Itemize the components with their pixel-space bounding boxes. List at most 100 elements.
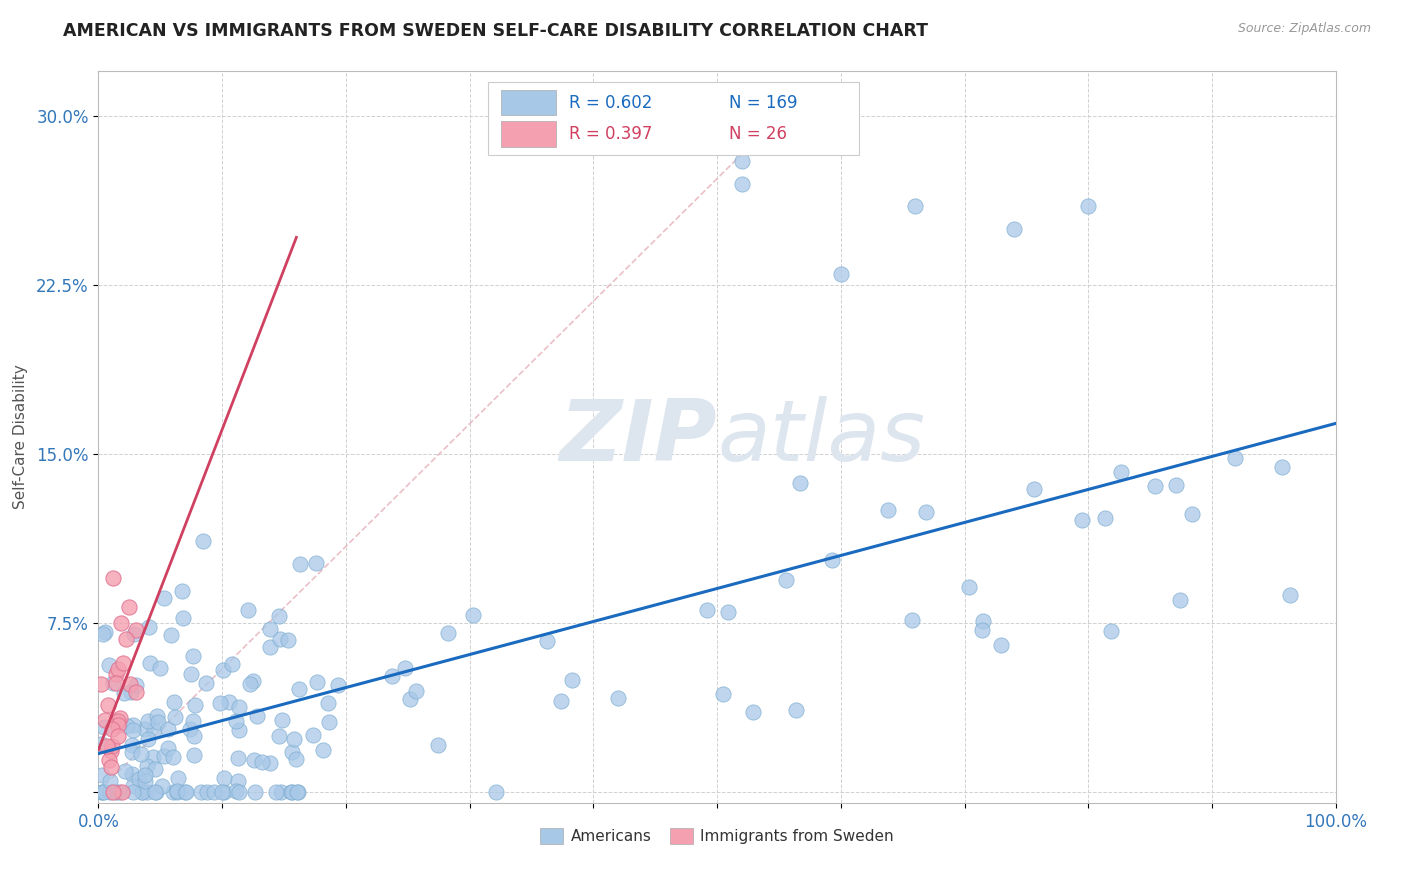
Point bbox=[181, 714, 204, 728]
Point bbox=[212, 784, 235, 798]
Point bbox=[107, 717, 129, 731]
Point bbox=[120, 685, 142, 699]
Point bbox=[107, 714, 129, 729]
Point bbox=[288, 558, 311, 572]
Point bbox=[97, 754, 120, 768]
Point bbox=[179, 722, 201, 736]
Point bbox=[91, 626, 114, 640]
Point bbox=[285, 784, 308, 798]
Point bbox=[242, 674, 264, 689]
Point bbox=[100, 744, 122, 758]
Point bbox=[302, 728, 325, 742]
Point bbox=[150, 779, 173, 793]
Point bbox=[461, 607, 484, 622]
Point bbox=[100, 722, 122, 736]
Point bbox=[904, 199, 927, 213]
Point bbox=[267, 608, 290, 623]
Point bbox=[437, 626, 460, 640]
Point bbox=[731, 177, 754, 191]
Point bbox=[484, 784, 506, 798]
Legend: Americans, Immigrants from Sweden: Americans, Immigrants from Sweden bbox=[534, 822, 900, 850]
Point bbox=[195, 784, 218, 798]
Point bbox=[775, 574, 797, 588]
Point bbox=[138, 620, 160, 634]
Point bbox=[427, 738, 450, 752]
Point bbox=[148, 660, 170, 674]
Point bbox=[789, 475, 811, 490]
Point bbox=[142, 749, 165, 764]
Point bbox=[145, 784, 167, 798]
Point bbox=[218, 695, 240, 709]
Point bbox=[180, 666, 202, 681]
Point bbox=[143, 762, 166, 776]
Point bbox=[90, 737, 112, 751]
Point bbox=[114, 632, 136, 646]
Point bbox=[283, 731, 305, 746]
Text: N = 26: N = 26 bbox=[730, 125, 787, 144]
Point bbox=[1223, 450, 1246, 465]
Point bbox=[1279, 588, 1302, 602]
Y-axis label: Self-Care Disability: Self-Care Disability bbox=[13, 365, 28, 509]
Point bbox=[225, 714, 247, 728]
Point bbox=[139, 657, 162, 671]
Point bbox=[717, 606, 740, 620]
Point bbox=[172, 583, 194, 598]
Point bbox=[134, 767, 156, 781]
Point bbox=[1271, 459, 1294, 474]
Point bbox=[877, 502, 900, 516]
Point bbox=[711, 687, 734, 701]
Point bbox=[405, 684, 427, 698]
Point bbox=[93, 713, 115, 727]
Point bbox=[399, 692, 422, 706]
Point bbox=[250, 755, 273, 769]
Point bbox=[165, 710, 187, 724]
Point bbox=[326, 678, 349, 692]
Point bbox=[152, 749, 174, 764]
Point bbox=[136, 784, 159, 798]
Point bbox=[1024, 483, 1046, 497]
Point bbox=[242, 754, 264, 768]
Point bbox=[108, 784, 131, 798]
Point bbox=[212, 771, 235, 785]
Point bbox=[277, 633, 299, 648]
Point bbox=[264, 784, 287, 798]
Point bbox=[970, 623, 993, 637]
Point bbox=[110, 615, 132, 630]
Point bbox=[280, 784, 302, 798]
Point bbox=[606, 691, 628, 706]
Point bbox=[98, 658, 121, 673]
Point bbox=[1143, 479, 1166, 493]
Point bbox=[550, 694, 572, 708]
Point bbox=[561, 673, 583, 687]
Point bbox=[183, 730, 205, 744]
Point bbox=[183, 748, 205, 763]
Point bbox=[120, 677, 142, 691]
Point bbox=[821, 553, 844, 567]
Point bbox=[157, 741, 180, 756]
Point bbox=[152, 591, 174, 605]
Text: R = 0.602: R = 0.602 bbox=[568, 94, 652, 112]
Point bbox=[125, 685, 148, 699]
Point bbox=[228, 784, 250, 798]
Point bbox=[121, 766, 143, 780]
Point bbox=[111, 784, 134, 798]
Point bbox=[785, 702, 807, 716]
Point bbox=[122, 718, 145, 732]
Point bbox=[990, 638, 1012, 652]
Point bbox=[221, 657, 243, 671]
Point bbox=[281, 746, 304, 760]
Point bbox=[121, 745, 143, 759]
Point bbox=[108, 711, 131, 725]
Point bbox=[96, 739, 118, 754]
Point bbox=[957, 580, 980, 594]
Point bbox=[1002, 222, 1025, 236]
Text: AMERICAN VS IMMIGRANTS FROM SWEDEN SELF-CARE DISABILITY CORRELATION CHART: AMERICAN VS IMMIGRANTS FROM SWEDEN SELF-… bbox=[63, 22, 928, 40]
Point bbox=[136, 714, 159, 728]
Point bbox=[191, 533, 214, 548]
Point bbox=[696, 603, 718, 617]
Point bbox=[1168, 592, 1191, 607]
Point bbox=[125, 678, 148, 692]
Point bbox=[118, 599, 141, 614]
Point bbox=[228, 723, 250, 737]
Point bbox=[107, 662, 129, 676]
